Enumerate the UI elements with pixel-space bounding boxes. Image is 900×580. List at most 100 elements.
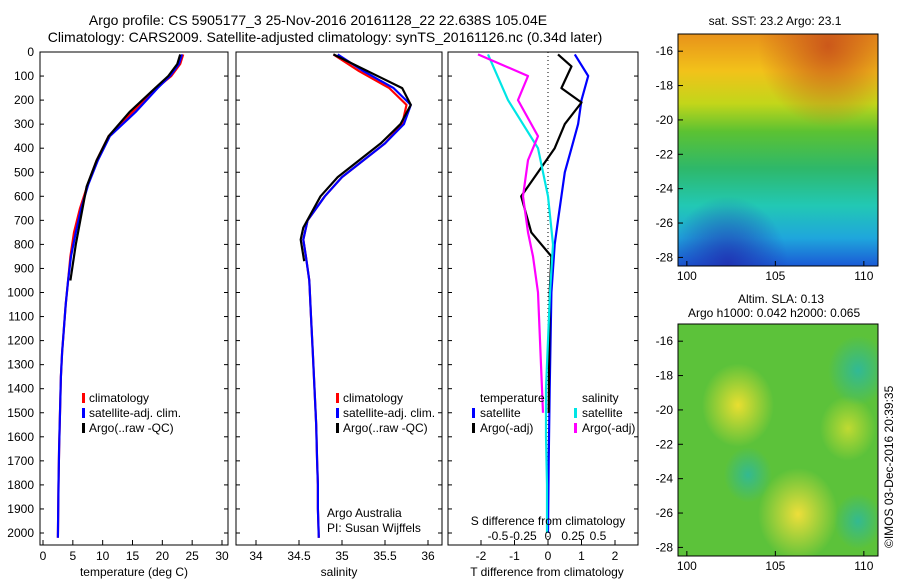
- x-tick-label: 36: [421, 549, 435, 563]
- lat-tick-label: -24: [656, 182, 674, 196]
- series-t-satellite: [546, 53, 590, 534]
- x-tick-label: 25: [185, 549, 199, 563]
- sla-lon-ticks: 100 105 110: [677, 551, 874, 573]
- salinity-difference-tick-label: -0.5: [488, 529, 509, 543]
- depth-tick-label: 1600: [7, 430, 34, 444]
- series-s-argo: [477, 53, 545, 413]
- series-satellite-adj: [302, 53, 412, 538]
- legend-swatch-satellite: [336, 408, 339, 418]
- legend-s-satellite: satellite: [582, 406, 623, 420]
- series-argo: [299, 53, 412, 262]
- lat-tick-label: -18: [656, 369, 674, 383]
- x-tick-label: 5: [69, 549, 76, 563]
- sla-low-anomaly: [678, 324, 878, 556]
- lon-tick-label: 110: [854, 559, 873, 573]
- temperature-panel: 0100200300400500600700800900100011001200…: [7, 45, 638, 579]
- depth-tick-label: 900: [14, 261, 34, 275]
- x-tick-label: 34.5: [287, 549, 311, 563]
- temperature-axis-label: temperature (deg C): [80, 565, 188, 579]
- legend-s-argo: Argo(-adj): [582, 421, 635, 435]
- difference-axes-box: [447, 51, 639, 546]
- sst-lon-ticks: 100 105 110: [677, 261, 874, 283]
- legend-swatch-satellite: [82, 408, 85, 418]
- legend-swatch-t-satellite: [472, 408, 475, 418]
- series-s-satellite: [486, 53, 555, 533]
- lat-tick-label: -22: [656, 437, 674, 451]
- salinity-difference-tick-label: 0: [545, 529, 552, 543]
- lat-tick-label: -26: [656, 216, 674, 230]
- legend-argo: Argo(..raw -QC): [343, 421, 428, 435]
- salinity-lines: [299, 53, 412, 538]
- legend-t-argo: Argo(-adj): [480, 421, 533, 435]
- salinity-difference-label: S difference from climatology: [471, 514, 626, 528]
- lon-tick-label: 100: [677, 269, 697, 283]
- depth-tick-label: 1800: [7, 478, 34, 492]
- series-satellite-adj: [56, 54, 184, 538]
- temperature-axes-box: [39, 51, 229, 546]
- salinity-panel: 34 34.5 35 35.5 36 salinity climatology sate…: [235, 51, 443, 579]
- difference-x-ticks: -2 -1 0 1 2: [476, 540, 619, 563]
- sst-cool-region: [678, 34, 878, 266]
- lat-tick-label: -18: [656, 79, 674, 93]
- x-tick-label: 20: [156, 549, 170, 563]
- x-tick-label: -2: [476, 549, 487, 563]
- profile-title: Argo profile: CS 5905177_3 25-Nov-2016 2…: [89, 12, 547, 28]
- depth-tick-label: 500: [14, 165, 34, 179]
- lat-tick-label: -28: [656, 250, 674, 264]
- lat-tick-label: -16: [656, 334, 674, 348]
- imos-timestamp: ©IMOS 03-Dec-2016 20:39:35: [882, 385, 896, 548]
- depth-tick-label: 300: [14, 117, 34, 131]
- legend-swatch-t-argo: [472, 423, 475, 433]
- difference-panel: -2 -1 0 1 2 S difference from climatology -0…: [447, 51, 639, 579]
- lat-tick-label: -26: [656, 506, 674, 520]
- depth-tick-label: 1700: [7, 454, 34, 468]
- lon-tick-label: 105: [765, 559, 785, 573]
- legend-swatch-s-satellite: [574, 408, 577, 418]
- salinity-difference-ticks: -0.5 -0.25 0 0.25 0.5: [488, 529, 607, 543]
- lon-tick-label: 100: [677, 559, 697, 573]
- x-tick-label: 0: [40, 549, 47, 563]
- salinity-difference-tick-label: -0.25: [509, 529, 537, 543]
- lat-tick-label: -20: [656, 403, 674, 417]
- depth-tick-label: 400: [14, 141, 34, 155]
- series-climatology: [302, 53, 408, 538]
- salinity-difference-tick-label: 0.5: [590, 529, 607, 543]
- x-tick-label: 1: [578, 549, 585, 563]
- lat-tick-label: -22: [656, 147, 674, 161]
- x-tick-label: 15: [126, 549, 140, 563]
- legend-t-satellite: satellite: [480, 406, 521, 420]
- salinity-legend: climatology satellite-adj. clim. Argo(..…: [336, 391, 435, 435]
- credit-organization: Argo Australia: [327, 506, 402, 520]
- sst-lat-ticks: -16 -18 -20 -22 -24 -26 -28: [656, 44, 683, 264]
- legend-temperature-title: temperature: [480, 391, 545, 405]
- legend-argo: Argo(..raw -QC): [89, 421, 174, 435]
- legend-salinity-title: salinity: [582, 391, 619, 405]
- x-tick-label: 2: [612, 549, 619, 563]
- sla-lat-ticks: -16 -18 -20 -22 -24 -26 -28: [656, 334, 683, 554]
- credit-pi: PI: Susan Wijffels: [327, 521, 421, 535]
- climatology-title: Climatology: CARS2009. Satellite-adjuste…: [48, 29, 603, 45]
- temperature-x-ticks: 0 5 10 15 20 25 30: [40, 540, 229, 563]
- depth-tick-label: 1300: [7, 358, 34, 372]
- depth-tick-label: 600: [14, 189, 34, 203]
- lat-tick-label: -24: [656, 472, 674, 486]
- lat-tick-label: -20: [656, 113, 674, 127]
- depth-tick-labels: 0 100 200 300 400 500 600 700 800 900 1000 1100 1200…: [7, 45, 638, 540]
- difference-legend: temperature satellite Argo(-adj) salinit…: [472, 391, 635, 435]
- x-tick-label: 35.5: [373, 549, 397, 563]
- depth-tick-label: 1000: [7, 286, 34, 300]
- depth-tick-label: 200: [14, 93, 34, 107]
- lon-tick-label: 105: [765, 269, 785, 283]
- sst-map-frame: [677, 33, 879, 267]
- difference-lines: [477, 53, 590, 534]
- argo-height-title: Argo h1000: 0.042 h2000: 0.065: [688, 306, 860, 320]
- salinity-axes-box: [235, 51, 443, 546]
- temperature-legend: climatology satellite-adj. clim. Argo(..…: [82, 391, 181, 435]
- x-tick-label: -1: [509, 549, 520, 563]
- series-argo: [69, 54, 182, 281]
- legend-climatology: climatology: [89, 391, 149, 405]
- lat-tick-label: -28: [656, 540, 674, 554]
- x-tick-label: 35: [335, 549, 349, 563]
- sla-map-title: Altim. SLA: 0.13: [738, 292, 824, 306]
